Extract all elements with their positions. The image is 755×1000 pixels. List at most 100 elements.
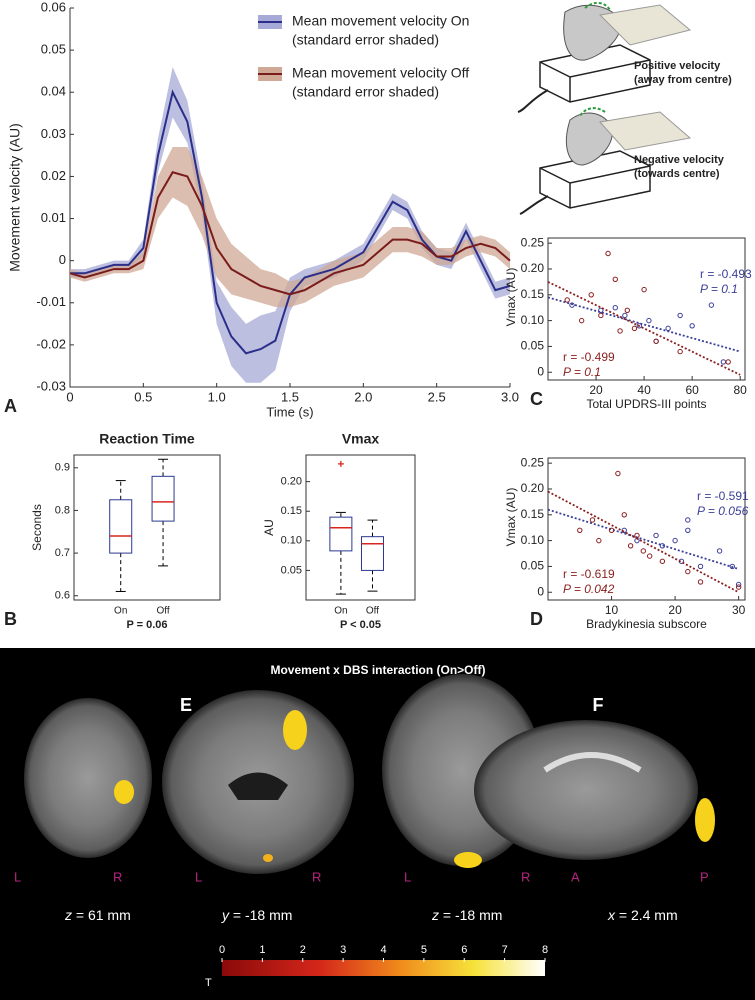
positive-label: (away from centre) [634,74,732,86]
y-tick-label: 0.05 [521,559,545,573]
y-tick-label: 0.20 [521,481,545,495]
x-tick-label: 20 [668,603,682,617]
hand [566,112,613,166]
x-axis-label: Total UPDRS-III points [586,397,706,411]
point [672,537,678,544]
point [640,548,647,554]
colorbar-tick-label: 5 [421,944,427,956]
y-tick-label: 0.8 [55,504,70,516]
y-tick-label: 0.01 [41,210,66,225]
orientation-right: R [521,869,530,884]
y-tick-label: 0.10 [521,533,545,547]
point [588,292,594,298]
y-tick-label: 0.04 [41,84,66,99]
colorbar-tick-label: 7 [502,944,508,956]
point [612,276,618,283]
brain-slice [474,720,698,860]
point [646,553,653,559]
y-tick-label: 0.05 [41,42,66,57]
coordinate-value: = 2.4 mm [615,907,678,923]
legend-label: (standard error shaded) [292,84,439,100]
arm [599,111,692,151]
y-tick-label: 0.15 [281,505,302,517]
y-axis-label: AU [262,519,276,536]
orientation-left: A [571,869,580,884]
y-tick-label: 0 [59,252,66,267]
illustration: Positive velocity (away from centre) Neg… [517,2,732,215]
axes-frame [73,454,221,601]
p-value: P = 0.1 [563,365,601,379]
arrow-positive [584,2,611,11]
point [564,297,570,303]
coordinate-axis: z [64,907,72,923]
point [646,317,652,324]
x-tick-label: 30 [732,603,746,617]
activation [263,854,273,862]
y-tick-label: -0.03 [36,378,66,393]
point [596,537,602,544]
x-tick-label: On [114,606,127,617]
point [735,584,742,590]
outlier [337,460,344,467]
point [653,338,659,344]
point [725,359,731,365]
y-tick-label: 0.15 [521,507,545,521]
slice-coordinate: z = -18 mm [431,907,502,923]
trend-line [547,508,739,570]
x-tick-label: 80 [734,383,748,397]
point [685,517,691,523]
y-axis-label: Vmax (AU) [504,268,518,327]
box [329,516,353,552]
y-tick-label: 0.25 [521,455,545,469]
point [631,325,638,332]
r-value: r = -0.591 [697,489,749,503]
x-axis-label: Time (s) [266,404,313,419]
x-tick-label: 1.0 [208,389,226,404]
point [735,581,742,588]
axes-frame [305,454,416,601]
activation [695,798,715,842]
x-tick-label: 40 [637,383,651,397]
point [578,317,585,324]
point [621,527,627,533]
y-tick-label: 0.6 [55,590,70,602]
colorbar-tick-label: 6 [461,944,467,956]
point [689,323,695,329]
trend-line [547,281,741,376]
legend-label: Mean movement velocity On [292,13,469,29]
orientation-left: L [404,869,411,884]
point [605,250,611,257]
orientation-right: R [312,869,321,884]
y-tick-label: -0.01 [36,294,66,309]
coordinate-value: = -18 mm [439,907,502,923]
slice-coordinate: x = 2.4 mm [607,907,678,923]
point [708,302,715,308]
panel-label: A [4,396,17,416]
axes-frame [547,237,746,381]
y-tick-label: 0.9 [55,462,70,474]
r-value: r = -0.493 [700,267,752,281]
point [615,470,621,477]
point [659,543,666,549]
point [634,532,640,539]
box [109,499,133,554]
point [577,527,583,533]
y-tick-label: 0.10 [521,313,545,327]
brain-title: Movement x DBS interaction (On>Off) [270,663,485,677]
slice-coordinate: y = -18 mm [221,907,292,923]
point [685,568,691,575]
box [151,475,175,522]
arm [598,4,692,46]
coordinate-axis: y [221,907,230,923]
colorbar-tick-label: 8 [542,944,548,956]
device-box [539,150,651,209]
x-tick-label: On [334,606,347,617]
point [589,517,596,523]
activation [454,852,482,868]
y-tick-label: 0 [537,364,544,378]
colorbar-tick-label: 0 [219,944,225,956]
y-axis-label: Movement velocity (AU) [7,123,23,272]
point [608,527,615,533]
x-tick-label: Off [366,606,379,617]
